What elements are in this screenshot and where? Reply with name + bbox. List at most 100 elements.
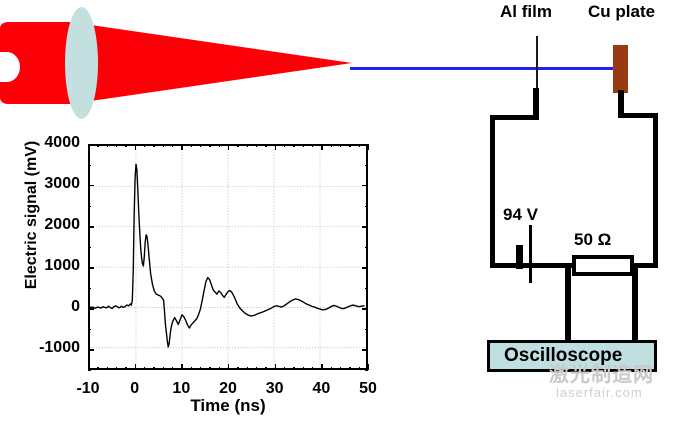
axis-tick (88, 308, 94, 310)
al-film-element (536, 36, 538, 92)
axis-tick (88, 226, 94, 228)
x-tick-label: 40 (312, 380, 331, 397)
axis-tick (88, 164, 91, 166)
axis-tick (88, 185, 94, 187)
axis-tick (209, 367, 211, 370)
axis-tick (181, 144, 183, 150)
wire-cuplate-down (618, 90, 624, 118)
wire-alfilm-down (533, 88, 539, 120)
axis-tick (172, 367, 174, 370)
axis-tick (365, 164, 368, 166)
cu-plate-element (613, 45, 628, 93)
axis-tick (274, 144, 277, 150)
x-tick-label: 30 (265, 380, 284, 397)
battery-short-plate (516, 245, 523, 269)
axis-tick (218, 367, 221, 370)
watermark-chinese: 激光制造网 (549, 364, 654, 386)
axis-tick (362, 144, 368, 146)
wire-cuplate-right (618, 113, 658, 118)
focused-beam-line (350, 67, 620, 70)
axis-tick (237, 367, 239, 370)
axis-tick (88, 205, 91, 208)
axis-tick (293, 367, 295, 370)
axis-tick (265, 367, 267, 370)
oscilloscope-box: Oscilloscope (487, 340, 657, 372)
axis-tick (97, 367, 99, 370)
signal-trace (90, 163, 365, 348)
x-tick-label: 0 (130, 380, 140, 397)
axis-tick (312, 144, 314, 147)
axis-tick (88, 246, 91, 249)
al-film-label: Al film (500, 2, 552, 21)
axis-tick (256, 144, 258, 147)
laser-beam-converging (70, 22, 352, 104)
axis-tick (246, 144, 249, 147)
axis-tick (106, 367, 109, 370)
axis-tick (134, 364, 137, 370)
axis-tick (365, 328, 368, 331)
x-tick-label: 10 (172, 380, 191, 397)
voltage-label: 94 V (503, 205, 538, 224)
axis-tick (190, 367, 193, 370)
watermark-english: laserfair.com (556, 385, 643, 400)
axis-tick (125, 367, 127, 370)
axis-tick (362, 308, 368, 310)
axis-tick (116, 367, 118, 370)
wire-left-vertical (490, 115, 495, 268)
y-tick-label: 2000 (44, 216, 80, 234)
axis-tick (340, 367, 342, 370)
axis-tick (362, 185, 368, 187)
optics-schematic (0, 0, 460, 130)
axis-tick (181, 364, 183, 370)
wire-alfilm-left (490, 115, 539, 120)
axis-tick (153, 367, 155, 370)
axis-tick (218, 144, 221, 147)
axis-tick (162, 144, 165, 147)
battery-long-plate (529, 225, 532, 283)
axis-tick (190, 144, 193, 147)
axis-tick (284, 367, 286, 370)
axis-tick (88, 287, 91, 290)
y-tick-label: -1000 (39, 339, 80, 357)
axis-tick (144, 144, 146, 147)
axis-tick (358, 144, 361, 147)
axis-tick (265, 144, 267, 147)
axis-tick (88, 364, 90, 370)
axis-tick (144, 367, 146, 370)
axis-tick (88, 370, 91, 372)
axis-tick (284, 144, 286, 147)
resistor-element (572, 255, 634, 276)
axis-tick (106, 144, 109, 147)
focusing-lens (65, 7, 98, 119)
wire-battery-left (490, 263, 532, 268)
axis-tick (134, 144, 137, 150)
y-tick-label: 1000 (44, 257, 80, 275)
wire-resistor-right (632, 263, 658, 268)
axis-tick (365, 287, 368, 290)
axis-tick (330, 367, 333, 370)
axis-tick (362, 226, 368, 228)
axis-tick (237, 144, 239, 147)
beam-edge-notch (0, 52, 20, 82)
axis-tick (349, 367, 351, 370)
plot-frame (88, 144, 368, 370)
axis-tick (256, 367, 258, 370)
wire-right-vertical (653, 113, 658, 268)
axis-tick (162, 367, 165, 370)
axis-tick (153, 144, 155, 147)
axis-tick (88, 328, 91, 331)
axis-tick (340, 144, 342, 147)
axis-tick (302, 144, 305, 147)
axis-tick (88, 144, 94, 146)
axis-tick (368, 144, 370, 150)
x-tick-label: 20 (219, 380, 237, 397)
axis-tick (228, 144, 230, 150)
axis-tick (274, 364, 277, 370)
axis-tick (88, 267, 94, 269)
oscilloscope-trace-chart: Electric signal (mV) Time (ns) -1000 0 100… (0, 128, 400, 425)
resistor-label: 50 Ω (574, 230, 612, 249)
y-tick-label: 3000 (44, 175, 80, 193)
y-tick-label: 0 (71, 298, 80, 316)
x-axis-title: Time (ns) (190, 396, 266, 415)
